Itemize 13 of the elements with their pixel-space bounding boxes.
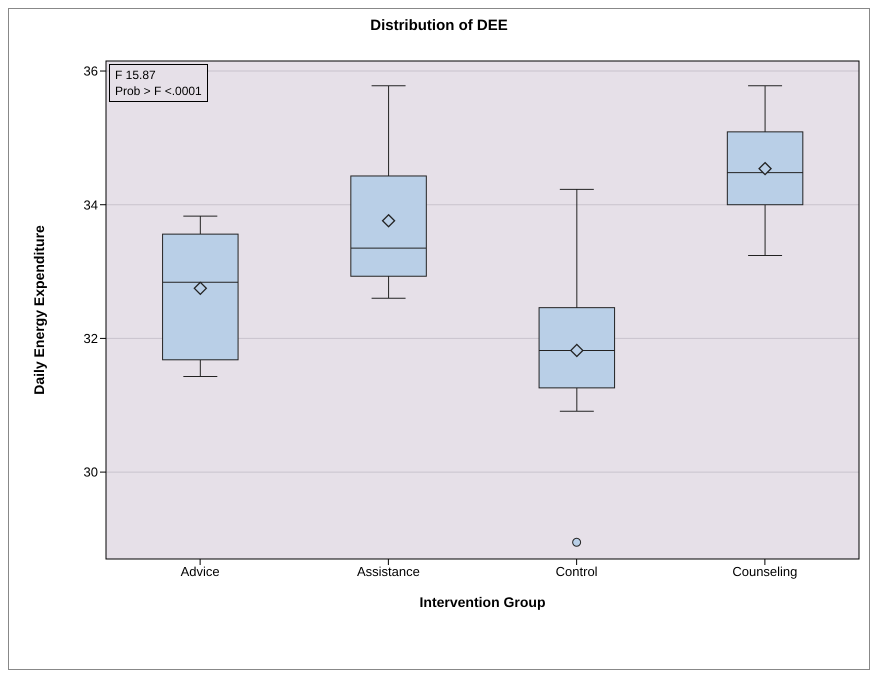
chart-title: Distribution of DEE bbox=[369, 17, 509, 34]
y-tick-label: 36 bbox=[84, 64, 98, 79]
x-tick-label: Control bbox=[556, 564, 598, 580]
y-tick-label: 30 bbox=[84, 464, 98, 480]
annotation: Prob > F <.0001 bbox=[115, 83, 202, 99]
y-axis-title: Daily Energy Expenditure bbox=[30, 224, 47, 395]
annotation: F 15.87 bbox=[115, 67, 157, 83]
x-tick-label: Advice bbox=[180, 564, 220, 580]
y-tick-label: 34 bbox=[84, 197, 98, 212]
x-tick-label: Assistance bbox=[356, 564, 420, 580]
y-tick-label: 32 bbox=[84, 331, 98, 346]
x-tick-label: Counseling bbox=[732, 564, 798, 580]
x-axis-title: Intervention Group bbox=[420, 594, 546, 610]
